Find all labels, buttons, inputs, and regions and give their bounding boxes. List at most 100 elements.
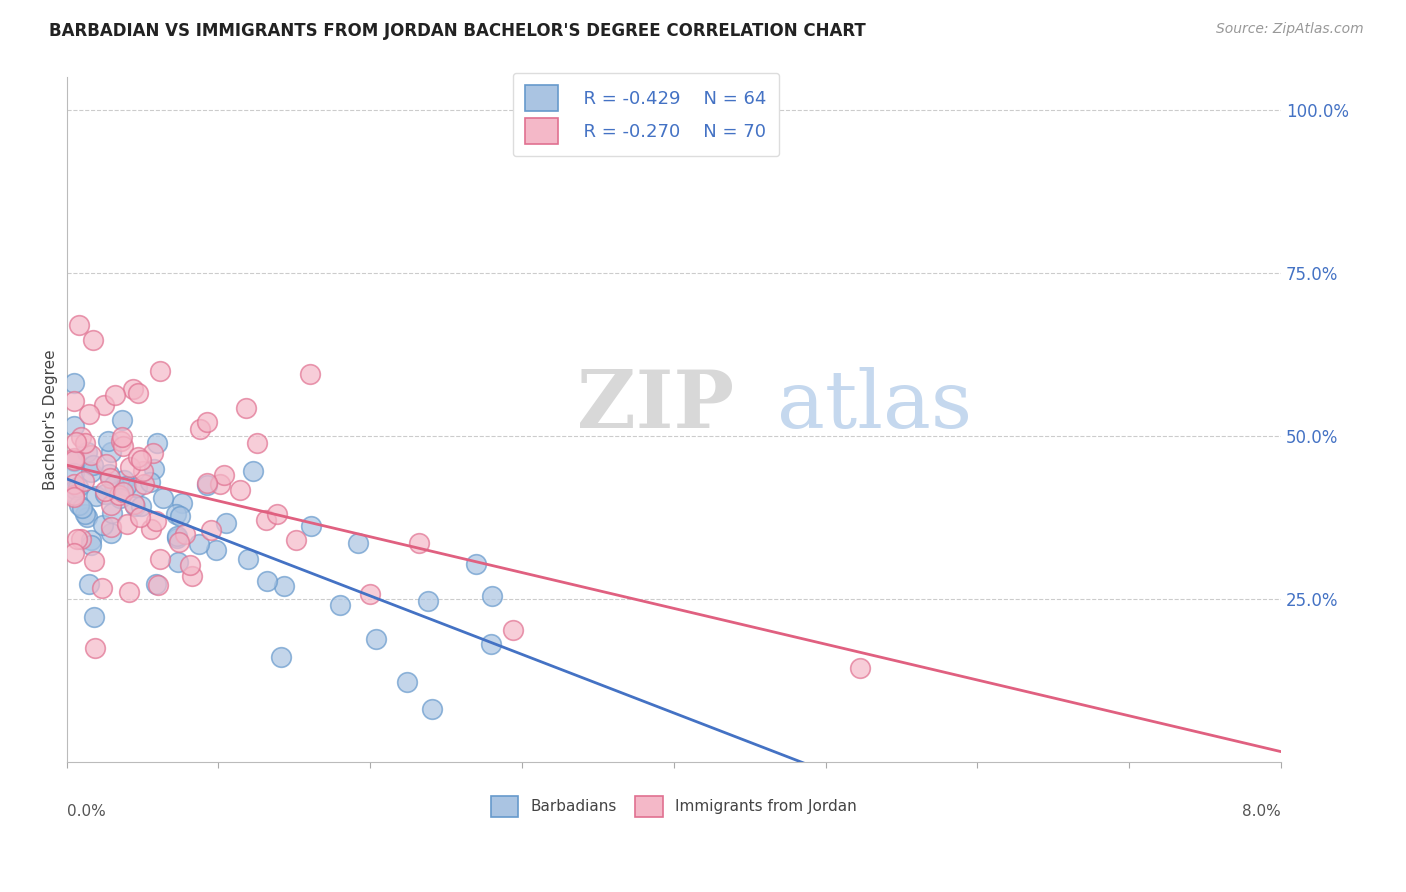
Point bbox=[129, 453, 152, 467]
Point bbox=[246, 435, 269, 450]
Point bbox=[73, 508, 96, 522]
Point bbox=[416, 594, 439, 608]
Point bbox=[214, 468, 236, 483]
Point bbox=[481, 589, 503, 603]
Point bbox=[84, 640, 107, 655]
Text: ZIP: ZIP bbox=[576, 368, 734, 445]
Point bbox=[91, 517, 114, 532]
Point bbox=[299, 368, 322, 382]
Point bbox=[115, 479, 138, 493]
Point bbox=[235, 401, 257, 415]
Point bbox=[127, 385, 149, 400]
Point bbox=[63, 487, 86, 501]
Point bbox=[73, 475, 96, 489]
Point bbox=[179, 558, 201, 572]
Point bbox=[103, 478, 125, 492]
Point bbox=[115, 517, 138, 532]
Point bbox=[80, 465, 103, 479]
Point bbox=[121, 382, 143, 396]
Point bbox=[100, 526, 122, 541]
Point bbox=[108, 491, 131, 505]
Point bbox=[146, 436, 169, 450]
Point bbox=[110, 434, 132, 448]
Point bbox=[167, 535, 190, 549]
Point bbox=[67, 498, 90, 512]
Point bbox=[420, 702, 443, 716]
Point bbox=[187, 537, 209, 551]
Point bbox=[174, 526, 197, 541]
Point bbox=[195, 415, 218, 429]
Point bbox=[188, 421, 211, 435]
Point bbox=[139, 522, 162, 536]
Point bbox=[67, 318, 90, 333]
Point bbox=[66, 532, 89, 546]
Point bbox=[209, 477, 232, 491]
Point bbox=[122, 497, 145, 511]
Point bbox=[97, 467, 120, 481]
Point bbox=[266, 508, 288, 522]
Point bbox=[76, 445, 98, 459]
Point bbox=[195, 475, 218, 490]
Point bbox=[111, 413, 134, 427]
Point bbox=[165, 507, 187, 521]
Point bbox=[138, 475, 160, 490]
Point bbox=[479, 637, 502, 651]
Point bbox=[80, 533, 103, 547]
Text: atlas: atlas bbox=[778, 368, 972, 445]
Point bbox=[195, 478, 218, 492]
Point bbox=[63, 466, 86, 480]
Point bbox=[84, 489, 107, 503]
Point bbox=[359, 586, 381, 600]
Point bbox=[83, 610, 105, 624]
Point bbox=[167, 554, 190, 568]
Point bbox=[124, 499, 146, 513]
Point bbox=[63, 453, 86, 467]
Point bbox=[166, 532, 188, 546]
Point bbox=[152, 491, 174, 506]
Point bbox=[273, 578, 295, 592]
Point bbox=[111, 485, 134, 500]
Point bbox=[347, 536, 370, 550]
Text: Source: ZipAtlas.com: Source: ZipAtlas.com bbox=[1216, 22, 1364, 37]
Point bbox=[849, 661, 872, 675]
Point bbox=[229, 483, 252, 497]
Point bbox=[127, 450, 149, 464]
Point bbox=[502, 623, 524, 637]
Point bbox=[77, 407, 100, 421]
Point bbox=[200, 523, 222, 537]
Point bbox=[69, 532, 91, 546]
Point bbox=[79, 576, 101, 591]
Point bbox=[166, 529, 188, 543]
Point bbox=[285, 533, 308, 547]
Point bbox=[396, 674, 419, 689]
Point bbox=[80, 538, 103, 552]
Point bbox=[148, 578, 170, 592]
Point bbox=[63, 477, 86, 491]
Point bbox=[299, 518, 322, 533]
Point bbox=[236, 552, 259, 566]
Point bbox=[90, 581, 112, 595]
Point bbox=[108, 488, 131, 502]
Point bbox=[329, 598, 352, 612]
Point bbox=[118, 460, 141, 475]
Point bbox=[100, 499, 122, 513]
Point bbox=[131, 463, 153, 477]
Point bbox=[63, 490, 86, 504]
Point bbox=[63, 419, 86, 434]
Legend: Barbadians, Immigrants from Jordan: Barbadians, Immigrants from Jordan bbox=[485, 789, 863, 823]
Point bbox=[118, 585, 141, 599]
Point bbox=[70, 430, 93, 444]
Point bbox=[100, 520, 122, 534]
Point bbox=[104, 387, 127, 401]
Point bbox=[112, 439, 135, 453]
Point bbox=[63, 394, 86, 409]
Point bbox=[94, 487, 117, 501]
Point bbox=[128, 510, 150, 524]
Point bbox=[110, 430, 132, 444]
Point bbox=[149, 364, 172, 378]
Point bbox=[270, 649, 292, 664]
Text: 8.0%: 8.0% bbox=[1243, 804, 1281, 819]
Point bbox=[205, 543, 228, 558]
Point bbox=[100, 444, 122, 458]
Point bbox=[94, 457, 117, 471]
